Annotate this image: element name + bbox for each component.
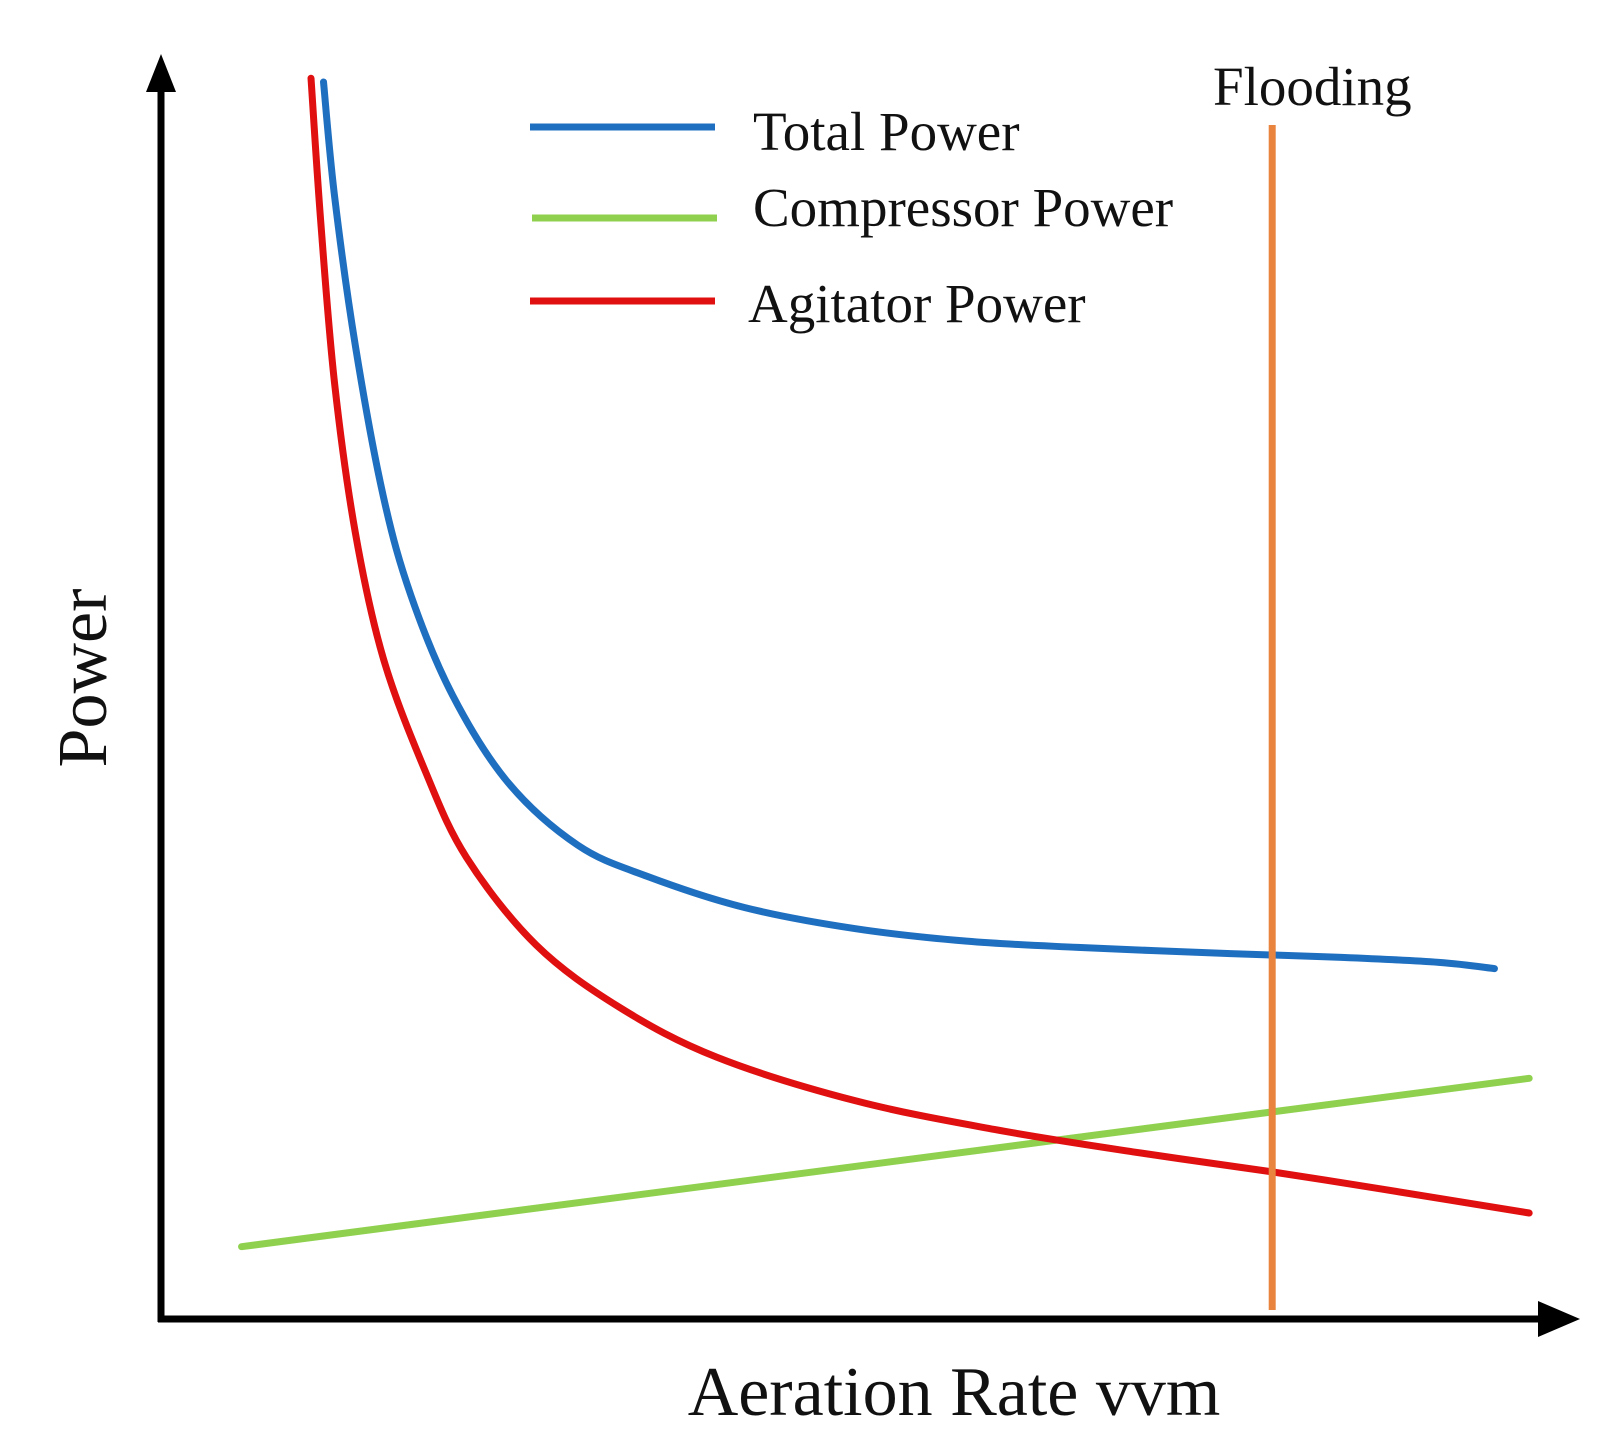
series-layer [238,74,1533,1251]
x-axis-arrow [1538,1301,1580,1337]
flooding-label: Flooding [1213,56,1412,117]
series-line-total-power [320,78,1498,973]
y-axis-title: Power [45,589,122,768]
series-line-agitator-power [307,74,1533,1217]
y-axis-arrow [146,54,176,92]
legend-label-total-power: Total Power [753,101,1020,162]
legend: Total Power Compressor Power Agitator Po… [530,101,1173,334]
x-axis-title: Aeration Rate vvm [688,1354,1221,1431]
series-line-compressor-power [238,1074,1533,1251]
legend-label-compressor-power: Compressor Power [753,177,1173,238]
legend-label-agitator-power: Agitator Power [748,273,1086,334]
